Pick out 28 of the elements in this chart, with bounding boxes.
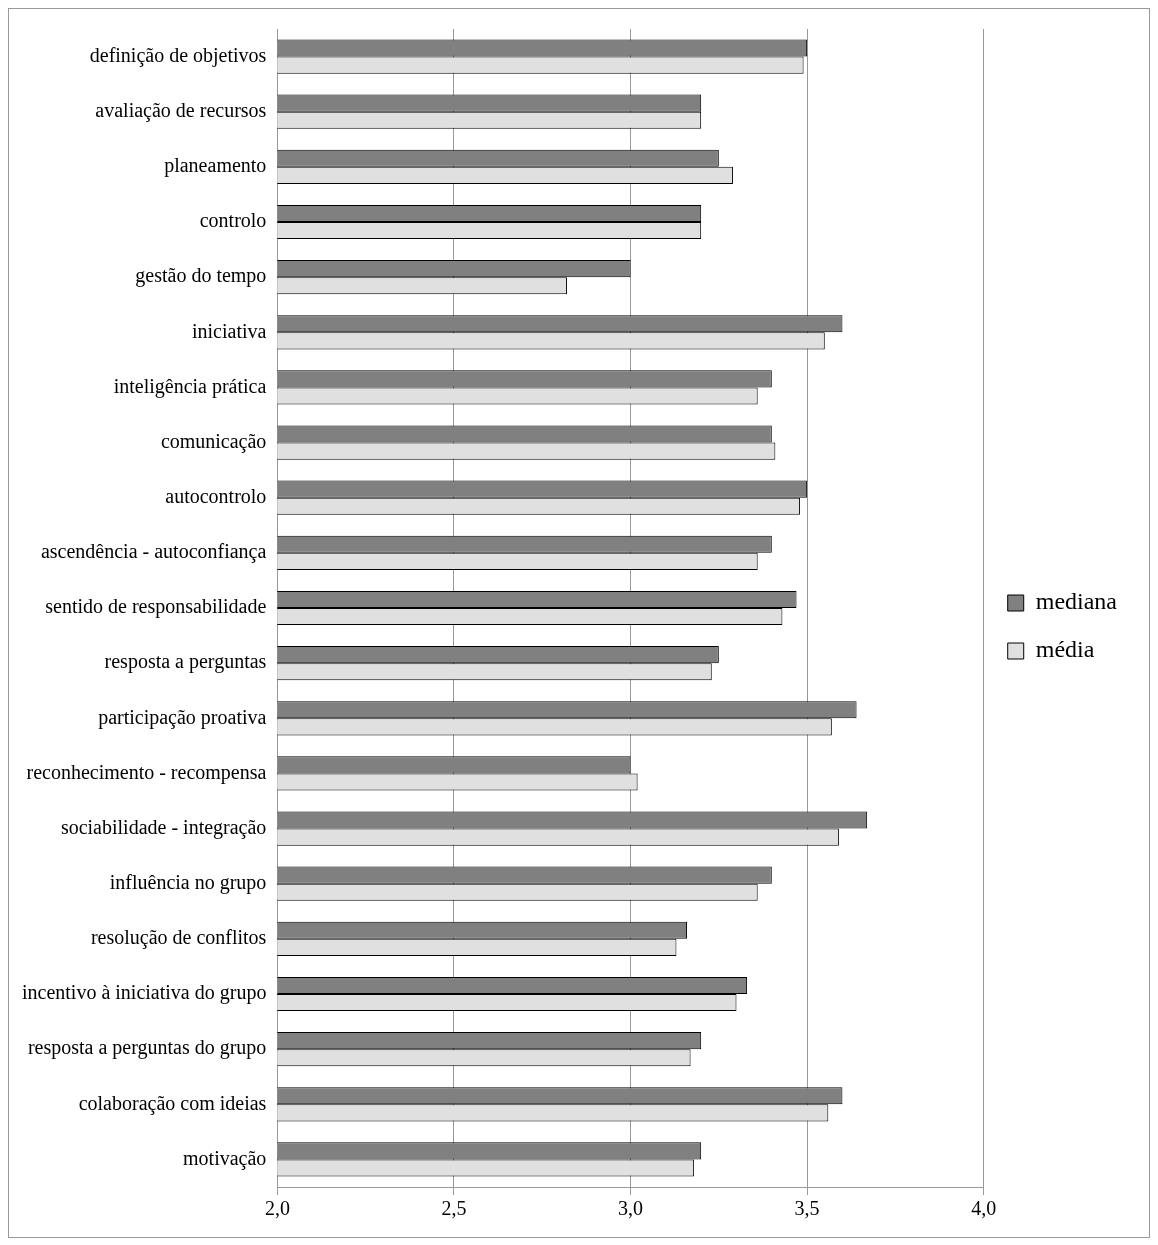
y-tick-label: gestão do tempo bbox=[135, 264, 267, 288]
x-tick-label: 4,0 bbox=[971, 1197, 997, 1220]
y-tick-label: ascendência - autoconfiança bbox=[40, 540, 267, 564]
y-tick-label: definição de objetivos bbox=[89, 43, 267, 67]
y-tick-label: motivação bbox=[183, 1146, 267, 1170]
y-tick-label: resolução de conflitos bbox=[90, 926, 267, 950]
y-tick-label: planeamento bbox=[164, 154, 267, 178]
x-tick-label: 2,0 bbox=[264, 1197, 290, 1220]
y-tick-label: sociabilidade - integração bbox=[60, 815, 267, 839]
y-tick-label: resposta a perguntas bbox=[104, 650, 267, 674]
x-tick-label: 3,5 bbox=[794, 1197, 820, 1220]
y-tick-label: participação proativa bbox=[98, 705, 267, 729]
y-tick-label: autocontrolo bbox=[165, 484, 267, 507]
x-tick-label: 3,0 bbox=[618, 1197, 644, 1220]
legend-label: mediana bbox=[1035, 588, 1118, 615]
legend-label: média bbox=[1035, 636, 1095, 663]
y-tick-label: influência no grupo bbox=[109, 870, 267, 894]
y-tick-label: inteligência prática bbox=[113, 374, 267, 398]
y-tick-label: sentido de responsabilidade bbox=[45, 595, 267, 619]
y-tick-label: resposta a perguntas do grupo bbox=[27, 1036, 267, 1060]
y-tick-label: colaboração com ideias bbox=[78, 1091, 267, 1115]
y-tick-label: avaliação de recursos bbox=[95, 98, 267, 122]
y-tick-label: iniciativa bbox=[191, 319, 267, 342]
y-tick-label: incentivo à iniciativa do grupo bbox=[22, 981, 267, 1005]
y-tick-label: comunicação bbox=[160, 429, 267, 453]
x-tick-label: 2,5 bbox=[441, 1197, 467, 1220]
y-tick-label: reconhecimento - recompensa bbox=[26, 760, 267, 784]
y-tick-label: controlo bbox=[199, 209, 267, 232]
